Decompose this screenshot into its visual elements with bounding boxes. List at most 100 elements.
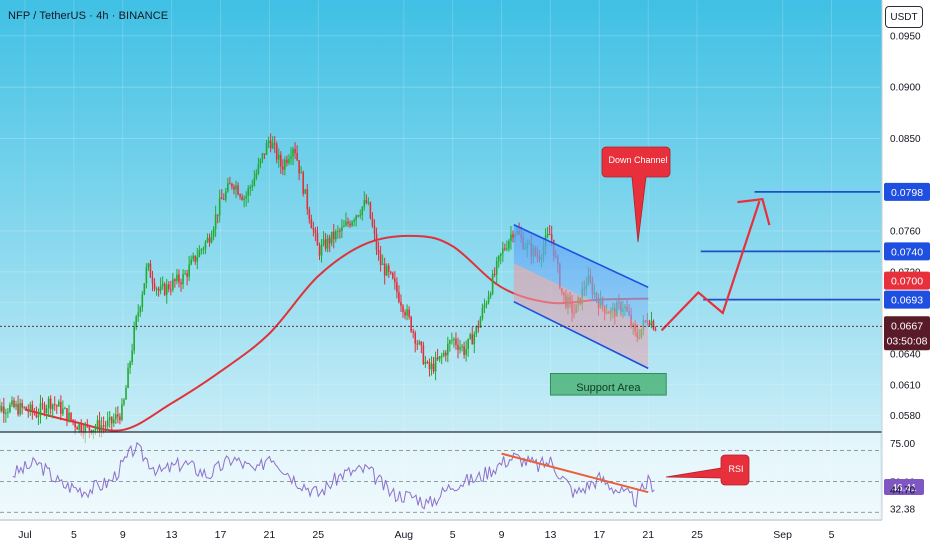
candle-body xyxy=(17,404,19,415)
candle-body xyxy=(306,189,309,210)
candle-body xyxy=(64,408,66,410)
candle xyxy=(481,303,484,321)
candle-body xyxy=(322,239,325,245)
candle-body xyxy=(469,334,472,339)
candle-body xyxy=(174,279,176,282)
candle-body xyxy=(451,339,453,341)
candle-body xyxy=(86,425,89,427)
candle-body xyxy=(255,173,258,179)
candle-body xyxy=(216,214,219,216)
candle-body xyxy=(106,420,109,426)
candle xyxy=(312,221,315,237)
candle xyxy=(471,327,474,345)
level-price-tag xyxy=(884,290,930,309)
candle-body xyxy=(418,341,421,344)
price-tick-label: 0.0950 xyxy=(890,31,921,42)
rsi-value-tag xyxy=(884,478,924,495)
candle xyxy=(190,255,192,266)
candle xyxy=(112,413,115,427)
candle-body xyxy=(235,185,237,190)
candle-body xyxy=(373,225,376,234)
candle-body xyxy=(387,265,390,272)
candle-body xyxy=(112,419,115,424)
candle xyxy=(320,239,323,263)
candle-body xyxy=(102,425,105,427)
candle-body xyxy=(261,153,264,160)
rsi-tick-label: 32.38 xyxy=(890,505,915,516)
candle xyxy=(477,320,480,333)
candle-body xyxy=(137,312,140,317)
candle-body xyxy=(508,240,510,249)
candle xyxy=(512,230,514,243)
candle-body xyxy=(263,153,266,155)
candle-body xyxy=(471,334,474,345)
candle xyxy=(29,401,32,416)
candle xyxy=(3,397,5,423)
candle xyxy=(365,194,368,205)
time-tick-label: 17 xyxy=(593,529,605,541)
candle-body xyxy=(33,411,36,414)
candle-body xyxy=(127,367,129,388)
candle-body xyxy=(194,255,197,262)
candle-body xyxy=(153,283,156,289)
currency-button[interactable]: USDT xyxy=(885,6,923,28)
candle-body xyxy=(430,363,433,370)
candle-body xyxy=(76,427,78,430)
candle-body xyxy=(497,256,500,262)
candle xyxy=(247,185,250,203)
candle xyxy=(428,358,431,377)
candle-body xyxy=(396,282,398,293)
candle-body xyxy=(650,320,653,326)
candle xyxy=(64,406,66,410)
candle-body xyxy=(253,178,256,186)
candle xyxy=(463,341,465,359)
candle-body xyxy=(312,228,315,230)
candle xyxy=(341,219,343,239)
candle-body xyxy=(404,312,406,316)
candle xyxy=(328,234,331,253)
candle xyxy=(194,255,197,265)
candle-body xyxy=(39,403,42,416)
candle-body xyxy=(491,273,494,294)
candle xyxy=(131,343,133,365)
candle xyxy=(337,225,339,239)
candle xyxy=(0,398,1,413)
candle-body xyxy=(550,234,553,240)
candle-body xyxy=(485,303,488,305)
candle-body xyxy=(481,308,484,319)
candle-body xyxy=(249,186,252,189)
candle xyxy=(290,147,292,165)
candle-body xyxy=(225,191,227,200)
candle xyxy=(222,193,225,201)
time-tick-label: 21 xyxy=(642,529,654,541)
candle-body xyxy=(188,264,190,277)
candle xyxy=(141,290,144,312)
annotations: Down Channel Support Area xyxy=(576,146,671,394)
candle xyxy=(302,170,305,197)
candle-body xyxy=(147,263,150,268)
candle-body xyxy=(60,401,62,414)
candle-body xyxy=(414,332,417,344)
candle xyxy=(432,356,435,374)
candle xyxy=(204,240,207,255)
candle-body xyxy=(332,231,335,240)
candle-body xyxy=(654,329,657,331)
candle-body xyxy=(652,320,655,330)
candle-body xyxy=(190,259,192,265)
candle-body xyxy=(11,400,13,405)
candle xyxy=(489,291,492,299)
candle-body xyxy=(426,361,429,363)
candle xyxy=(499,252,502,265)
channel-lower-fill xyxy=(513,263,649,369)
candle-body xyxy=(406,309,408,316)
candle-body xyxy=(25,407,28,411)
candle xyxy=(422,341,425,365)
candle-body xyxy=(68,412,70,422)
candle xyxy=(11,396,13,408)
candle xyxy=(548,224,551,236)
candle xyxy=(652,319,655,331)
candle-body xyxy=(447,343,449,356)
candle-body xyxy=(49,398,52,410)
